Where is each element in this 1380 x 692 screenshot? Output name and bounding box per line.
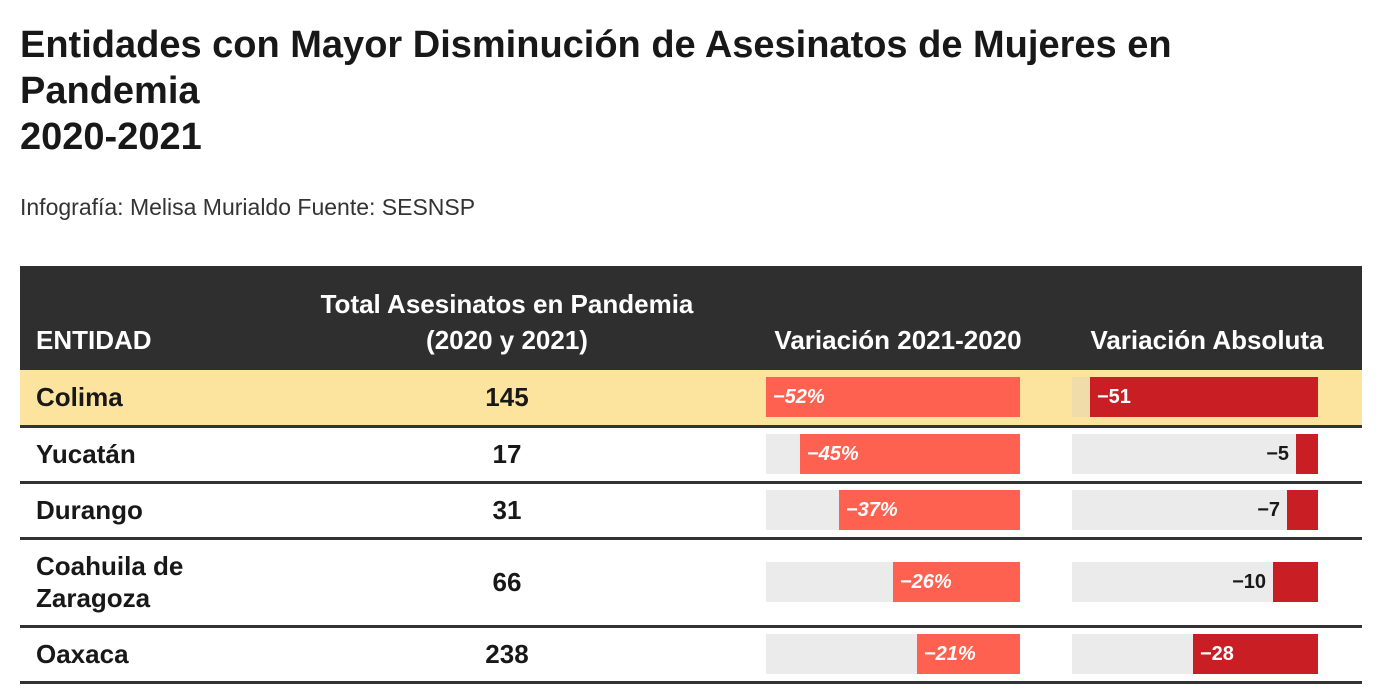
- abs-bar-track: −10: [1072, 562, 1318, 602]
- abs-bar-label: −10: [1232, 571, 1266, 593]
- table-row: Yucatán 17 −45% −5: [20, 426, 1362, 482]
- pct-bar: −45%: [800, 434, 1020, 474]
- table-row: Oaxaca 238 −21% −28: [20, 626, 1362, 682]
- table-header: ENTIDAD Total Asesinatos en Pandemia (20…: [20, 266, 1362, 370]
- header-total: Total Asesinatos en Pandemia (2020 y 202…: [320, 289, 694, 355]
- chart-title: Entidades con Mayor Disminución de Asesi…: [20, 24, 1172, 158]
- header-variacion-pct: Variación 2021-2020: [774, 325, 1022, 355]
- cell-entidad: Coahuila de Zaragoza: [36, 551, 184, 613]
- cell-entidad: Colima: [36, 382, 123, 413]
- header-row: ENTIDAD Total Asesinatos en Pandemia (20…: [20, 266, 1362, 370]
- pct-bar-track: −26%: [766, 562, 1020, 602]
- pct-bar-label: −26%: [900, 571, 952, 593]
- cell-entidad: Oaxaca: [36, 639, 129, 669]
- pct-bar: −21%: [917, 634, 1020, 674]
- pct-bar: −26%: [893, 562, 1020, 602]
- pct-bar: −52%: [766, 377, 1020, 418]
- cell-variacion-abs: −5: [1052, 426, 1362, 482]
- cell-variacion-abs: −28: [1052, 626, 1362, 682]
- cell-total: 145: [485, 381, 529, 412]
- abs-bar: [1296, 434, 1318, 474]
- abs-bar-label: −7: [1257, 499, 1280, 521]
- cell-variacion-pct: −26%: [744, 538, 1052, 626]
- pct-bar-label: −37%: [846, 499, 898, 521]
- table-body: Colima 145 −52% −51 Yucatán 17 −45% −5 Durango 31…: [20, 370, 1362, 682]
- abs-bar-label: −5: [1266, 443, 1289, 465]
- abs-bar-track: −5: [1072, 434, 1318, 474]
- cell-variacion-pct: −45%: [744, 426, 1052, 482]
- chart-subtitle: Infografía: Melisa Murialdo Fuente: SESN…: [20, 194, 476, 220]
- pct-bar-track: −45%: [766, 434, 1020, 474]
- data-table: ENTIDAD Total Asesinatos en Pandemia (20…: [20, 266, 1362, 684]
- cell-variacion-abs: −10: [1052, 538, 1362, 626]
- pct-bar-label: −21%: [924, 643, 976, 665]
- cell-total: 31: [492, 494, 522, 525]
- pct-bar-track: −52%: [766, 377, 1020, 418]
- abs-bar-label: −51: [1097, 386, 1131, 409]
- abs-bar: −51: [1090, 377, 1318, 418]
- pct-bar-track: −21%: [766, 634, 1020, 674]
- pct-bar-track: −37%: [766, 490, 1020, 530]
- abs-bar: −28: [1193, 634, 1318, 674]
- cell-total: 238: [485, 638, 529, 669]
- pct-bar: −37%: [839, 490, 1020, 530]
- table-row: Durango 31 −37% −7: [20, 482, 1362, 538]
- cell-variacion-abs: −7: [1052, 482, 1362, 538]
- cell-entidad: Durango: [36, 495, 143, 525]
- abs-bar: [1287, 490, 1318, 530]
- table-row: Coahuila de Zaragoza 66 −26% −10: [20, 538, 1362, 626]
- pct-bar-label: −52%: [773, 386, 825, 409]
- cell-entidad: Yucatán: [36, 439, 136, 469]
- header-variacion-abs: Variación Absoluta: [1090, 325, 1324, 355]
- cell-variacion-pct: −37%: [744, 482, 1052, 538]
- abs-bar: [1273, 562, 1318, 602]
- cell-variacion-pct: −52%: [744, 370, 1052, 426]
- abs-bar-label: −28: [1200, 643, 1234, 665]
- pct-bar-label: −45%: [807, 443, 859, 465]
- cell-total: 17: [492, 438, 522, 469]
- table-row: Colima 145 −52% −51: [20, 370, 1362, 426]
- cell-variacion-pct: −21%: [744, 626, 1052, 682]
- cell-total: 66: [492, 566, 522, 597]
- cell-variacion-abs: −51: [1052, 370, 1362, 426]
- abs-bar-track: −28: [1072, 634, 1318, 674]
- abs-bar-track: −7: [1072, 490, 1318, 530]
- abs-bar-track: −51: [1072, 377, 1318, 418]
- header-entidad: ENTIDAD: [36, 325, 152, 355]
